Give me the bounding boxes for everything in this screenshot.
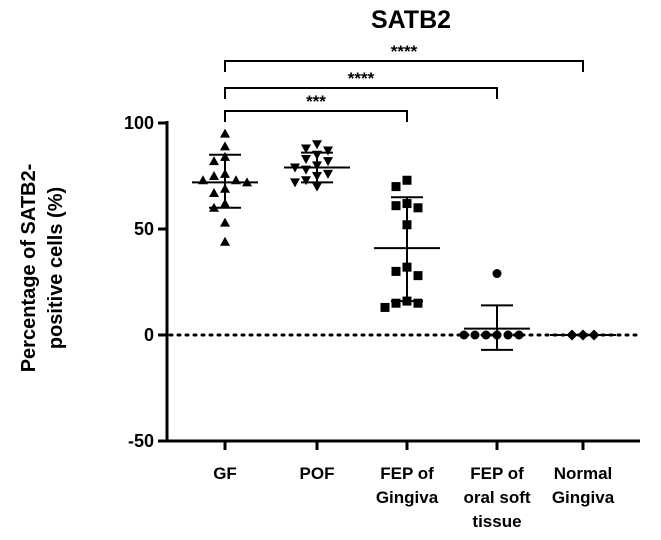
chart-title: SATB2: [371, 6, 451, 34]
significance-label: ***: [306, 92, 326, 111]
data-point: [290, 178, 300, 188]
y-axis-label-line: Percentage of SATB2-: [18, 164, 40, 373]
data-point: [301, 165, 311, 175]
data-point: [301, 176, 311, 186]
y-tick-label: -50: [128, 431, 154, 451]
data-point: [402, 220, 412, 230]
data-point: [402, 296, 412, 306]
x-category-label: FEP of oral soft tissue: [463, 464, 530, 531]
data-point: [402, 262, 412, 272]
data-point: [402, 199, 412, 209]
data-point: [492, 330, 502, 340]
data-point: [220, 183, 230, 193]
data-point: [566, 329, 578, 341]
y-tick-label: 0: [144, 325, 154, 345]
data-point: [577, 329, 589, 341]
y-tick-label: 100: [124, 113, 154, 133]
significance-label: ****: [391, 42, 418, 61]
data-point: [413, 271, 423, 281]
data-point: [323, 146, 333, 156]
data-point: [242, 177, 252, 187]
data-point: [312, 172, 322, 181]
y-axis-label-line: positive cells (%): [45, 187, 67, 349]
data-point: [220, 128, 230, 138]
data-point: [492, 269, 502, 279]
data-point: [209, 202, 219, 212]
data-point: [470, 330, 480, 340]
data-point: [413, 203, 423, 213]
data-point: [312, 150, 322, 160]
data-point: [209, 156, 219, 166]
data-point: [402, 175, 412, 185]
error-bar: [464, 304, 530, 351]
error-bar: [374, 196, 440, 303]
data-point: [220, 141, 230, 151]
data-point: [312, 182, 322, 192]
data-point: [514, 330, 524, 340]
data-point: [380, 302, 390, 312]
significance-bracket: [224, 60, 584, 72]
data-point: [323, 169, 333, 179]
data-point: [391, 182, 401, 192]
x-category-label: POF: [300, 464, 335, 483]
data-point: [209, 171, 219, 180]
data-point: [323, 157, 333, 167]
significance-bracket: [224, 110, 408, 122]
data-point: [391, 266, 401, 276]
x-category-label: GF: [213, 464, 237, 483]
data-point: [220, 236, 230, 246]
data-points: [198, 128, 600, 341]
data-point: [220, 168, 230, 178]
x-category-label: Normal Gingiva: [552, 464, 615, 507]
data-point: [220, 217, 230, 227]
data-point: [198, 175, 208, 185]
data-point: [312, 140, 322, 150]
data-point: [391, 201, 401, 211]
data-point: [209, 187, 219, 197]
x-category-labels: GF POF FEP of Gingiva FEP of oral soft tissue N…: [213, 464, 615, 531]
data-point: [588, 329, 600, 341]
data-point: [391, 298, 401, 308]
data-point: [481, 330, 491, 340]
axes: 100 50 0 -50: [124, 113, 640, 451]
data-point: [220, 151, 230, 161]
data-point: [220, 198, 230, 208]
y-axis-label: Percentage of SATB2- positive cells (%): [18, 164, 67, 373]
data-point: [503, 330, 513, 340]
y-tick-label: 50: [134, 219, 154, 239]
significance-label: ****: [348, 69, 375, 88]
data-point: [231, 175, 241, 185]
x-category-label: FEP of Gingiva: [376, 464, 439, 507]
data-point: [301, 155, 311, 165]
data-point: [413, 298, 423, 308]
significance-bracket: [224, 87, 498, 99]
data-point: [290, 163, 300, 173]
data-point: [459, 330, 469, 340]
significance-brackets: ***********: [224, 42, 584, 122]
data-point: [312, 161, 322, 171]
data-point: [301, 144, 311, 154]
